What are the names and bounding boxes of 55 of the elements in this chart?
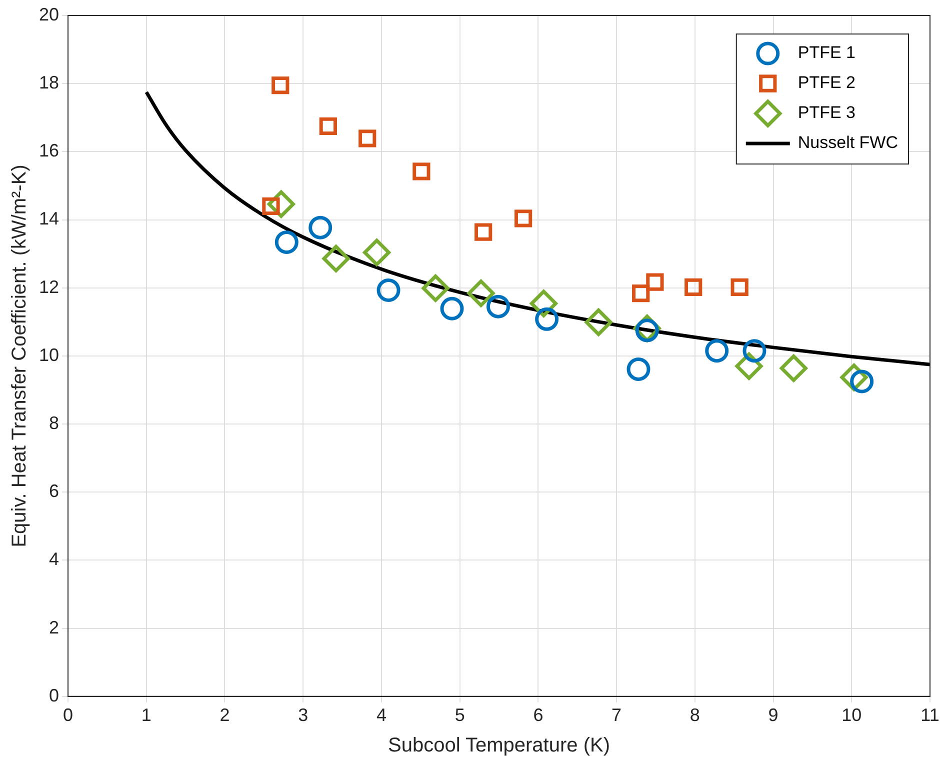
x-tick-label: 9 (768, 705, 778, 726)
y-tick-label: 16 (38, 140, 60, 161)
point (319, 117, 338, 135)
point (440, 296, 464, 320)
point (646, 273, 664, 291)
y-tick-label: 2 (49, 617, 60, 638)
point (780, 354, 808, 382)
point (584, 308, 612, 336)
x-tick-label: 10 (842, 705, 862, 726)
point (474, 223, 492, 241)
point (412, 162, 430, 180)
y-tick-label: 4 (49, 549, 60, 570)
point (514, 210, 532, 228)
x-axis-title: Subcool Temperature (K) (388, 734, 610, 757)
point (742, 339, 766, 363)
point (262, 197, 280, 215)
x-tick-label: 3 (298, 705, 308, 726)
point (467, 280, 495, 308)
y-axis-title: Equiv. Heat Transfer Coefficient. (kW/m²-K) (8, 164, 31, 548)
y-tick-label: 8 (49, 413, 60, 434)
x-tick-label: 0 (63, 705, 74, 726)
point (358, 130, 376, 148)
x-tick-label: 7 (612, 705, 622, 726)
point (274, 230, 298, 254)
point (626, 357, 650, 381)
x-tick-label: 1 (141, 705, 152, 726)
x-tick-label: 4 (376, 705, 386, 726)
y-tick-label: 10 (38, 344, 60, 365)
x-tick-label: 6 (533, 705, 544, 726)
point (308, 216, 332, 240)
point (272, 76, 290, 94)
point (632, 284, 650, 302)
legend-label: Nusselt FWC (798, 133, 898, 152)
x-tick-label: 8 (690, 705, 700, 726)
point (363, 238, 391, 266)
y-tick-label: 6 (49, 481, 60, 502)
point (730, 278, 748, 296)
x-tick-label: 5 (454, 705, 465, 726)
point (684, 278, 702, 296)
x-tick-label: 11 (920, 705, 940, 726)
y-tick-label: 20 (38, 4, 60, 24)
point (705, 339, 729, 363)
point (376, 278, 400, 302)
legend-label: PTFE 2 (798, 73, 856, 92)
y-tick-label: 18 (38, 72, 60, 93)
y-tick-label: 0 (49, 685, 60, 706)
x-tick-label: 2 (220, 705, 230, 726)
legend-label: PTFE 1 (798, 43, 856, 62)
y-tick-label: 14 (38, 208, 60, 229)
y-tick-label: 12 (38, 276, 60, 297)
legend-label: PTFE 3 (798, 103, 856, 122)
point (486, 294, 510, 318)
point (535, 307, 559, 331)
point (322, 244, 350, 272)
point (422, 274, 450, 302)
